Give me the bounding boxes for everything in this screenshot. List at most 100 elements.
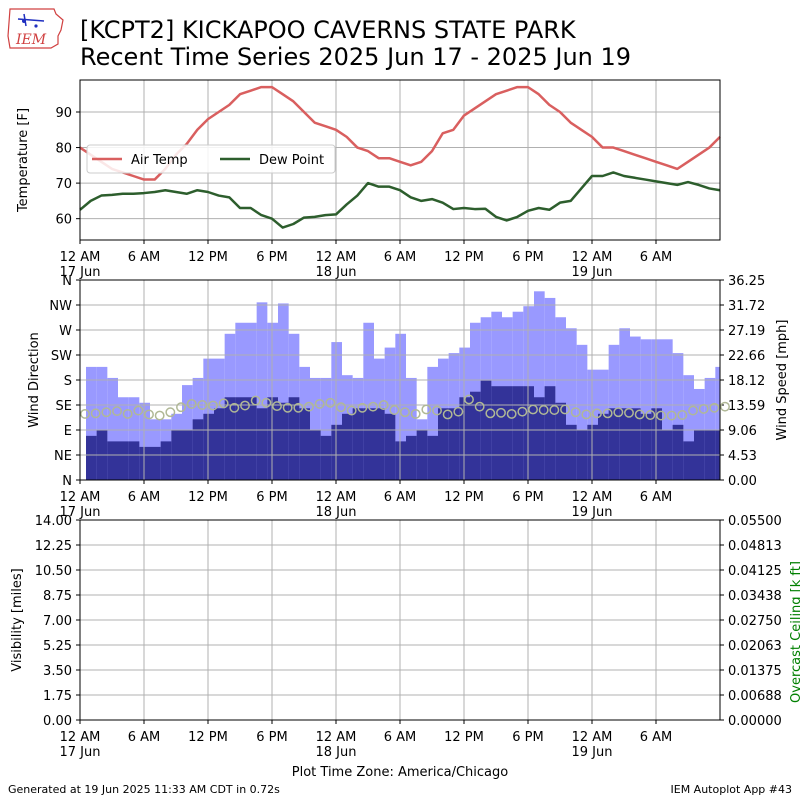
wind-speed-bar — [534, 397, 545, 480]
wind-direction-marker — [581, 409, 592, 420]
wind-speed-bar — [555, 402, 566, 480]
x-tick-label: 6 AM — [640, 730, 673, 745]
wind-speed-bar — [544, 386, 556, 480]
x-tick-date-label: 19 Jun — [572, 505, 613, 520]
app-label: IEM Autoplot App #43 — [670, 783, 793, 796]
wind-speed-bar — [363, 408, 374, 480]
wind-speed-bar — [512, 386, 524, 480]
wind-speed-bar — [566, 424, 577, 480]
x-tick-date-label: 18 Jun — [316, 505, 357, 520]
visibility-tick-label: 14.00 — [35, 514, 72, 529]
wind-direction-marker — [720, 401, 730, 412]
wind-direction-marker — [304, 401, 314, 412]
dew-point-line — [79, 171, 721, 229]
wind-speed-bar — [267, 397, 278, 480]
x-tick-label: 12 AM — [60, 730, 101, 745]
wind-direction-marker — [261, 397, 272, 408]
wind-gust-bar — [320, 377, 332, 480]
wind-direction-marker — [240, 400, 250, 411]
x-tick-label: 6 PM — [256, 490, 287, 505]
visibility-tick-label: 10.50 — [35, 564, 72, 579]
x-tick-label: 6 PM — [512, 250, 543, 265]
wind-direction-marker — [645, 410, 656, 420]
wind-gust-bar — [715, 366, 720, 480]
x-tick-date-label: 19 Jun — [572, 265, 613, 280]
wind-direction-marker — [293, 402, 304, 413]
x-tick-date-label: 18 Jun — [316, 745, 357, 760]
wind-gust-bar — [566, 328, 577, 480]
wind-speed-bar — [107, 441, 118, 480]
x-tick-label: 6 PM — [512, 490, 543, 505]
wind-speed-bar — [299, 408, 310, 480]
wind-speed-bar — [683, 441, 694, 480]
wind-direction-marker — [357, 402, 368, 413]
legend-air-temp-label: Air Temp — [131, 153, 188, 168]
wind-speed-bar — [352, 408, 364, 480]
chart-title: [KCPT2] KICKAPOO CAVERNS STATE PARK — [80, 16, 576, 44]
x-tick-label: 12 PM — [188, 490, 228, 505]
wind-direction-marker — [229, 402, 240, 413]
x-tick-label: 12 AM — [60, 250, 101, 265]
visibility-y-axis-label: Visibility [miles] — [10, 568, 25, 671]
x-tick-label: 12 PM — [188, 730, 228, 745]
x-tick-label: 6 AM — [640, 490, 673, 505]
wind-gust-bar — [427, 366, 438, 480]
wind-speed-bar — [374, 408, 385, 480]
visibility-tick-label: 0.00 — [43, 714, 72, 729]
wind-direction-marker — [144, 409, 154, 420]
wind-speed-bar — [640, 413, 652, 480]
wind-speed-tick-label: 0.00 — [728, 474, 757, 489]
x-tick-date-label: 17 Jun — [60, 265, 101, 280]
ceiling-tick-label: 0.02750 — [728, 614, 782, 629]
wind-dir-tick-label: SE — [56, 399, 72, 414]
x-axis-label: Plot Time Zone: America/Chicago — [292, 765, 508, 780]
wind-speed-bar — [86, 435, 97, 480]
wind-direction-marker — [421, 404, 432, 415]
wind-direction-marker — [176, 402, 186, 413]
wind-gust-bar — [107, 377, 118, 480]
x-tick-date-label: 18 Jun — [316, 265, 357, 280]
wind-speed-bar — [224, 397, 236, 480]
wind-speed-bar — [470, 391, 481, 480]
wind-gust-bar — [96, 366, 108, 480]
wind-speed-tick-label: 4.53 — [728, 449, 757, 464]
wind-direction-marker — [496, 407, 506, 418]
wind-direction-marker — [485, 408, 496, 419]
wind-direction-marker — [314, 398, 325, 409]
visibility-tick-label: 3.50 — [43, 664, 72, 679]
wind-direction-marker — [432, 405, 442, 416]
wind-gust-bar — [640, 339, 652, 480]
x-tick-label: 12 AM — [316, 490, 357, 505]
wind-direction-marker — [154, 410, 165, 421]
wind-gust-bar — [406, 377, 417, 480]
ceiling-tick-label: 0.04813 — [728, 539, 782, 554]
chart-subtitle: Recent Time Series 2025 Jun 17 - 2025 Ju… — [80, 43, 632, 71]
wind-speed-tick-label: 13.59 — [728, 399, 765, 414]
ceiling-tick-label: 0.03438 — [728, 589, 782, 604]
wind-direction-marker — [592, 408, 602, 419]
temp-tick-label: 80 — [55, 142, 72, 157]
x-tick-label: 6 PM — [256, 730, 287, 745]
wind-direction-marker — [666, 410, 677, 421]
wind-direction-marker — [634, 409, 645, 420]
wind-speed-bar — [342, 413, 353, 480]
wind-direction-marker — [282, 402, 293, 413]
wind-dir-tick-label: N — [62, 274, 72, 289]
x-tick-label: 12 AM — [60, 490, 101, 505]
wind-gust-bar — [704, 377, 716, 480]
x-tick-label: 12 PM — [444, 490, 484, 505]
wind-speed-bar — [128, 441, 140, 480]
wind-direction-marker — [474, 401, 485, 412]
wind-speed-bar — [246, 397, 257, 480]
x-tick-label: 12 AM — [572, 490, 613, 505]
ceiling-tick-label: 0.02063 — [728, 639, 782, 654]
wind-speed-bar — [331, 424, 342, 480]
x-tick-label: 12 PM — [444, 730, 484, 745]
visibility-tick-label: 5.25 — [43, 639, 72, 654]
wind-gust-bar — [128, 397, 140, 480]
wind-speed-bar — [384, 413, 396, 480]
wind-direction-marker — [378, 400, 389, 410]
wind-speed-tick-label: 18.12 — [728, 374, 765, 389]
wind-direction-marker — [442, 409, 453, 420]
wind-dir-tick-label: N — [62, 474, 72, 489]
